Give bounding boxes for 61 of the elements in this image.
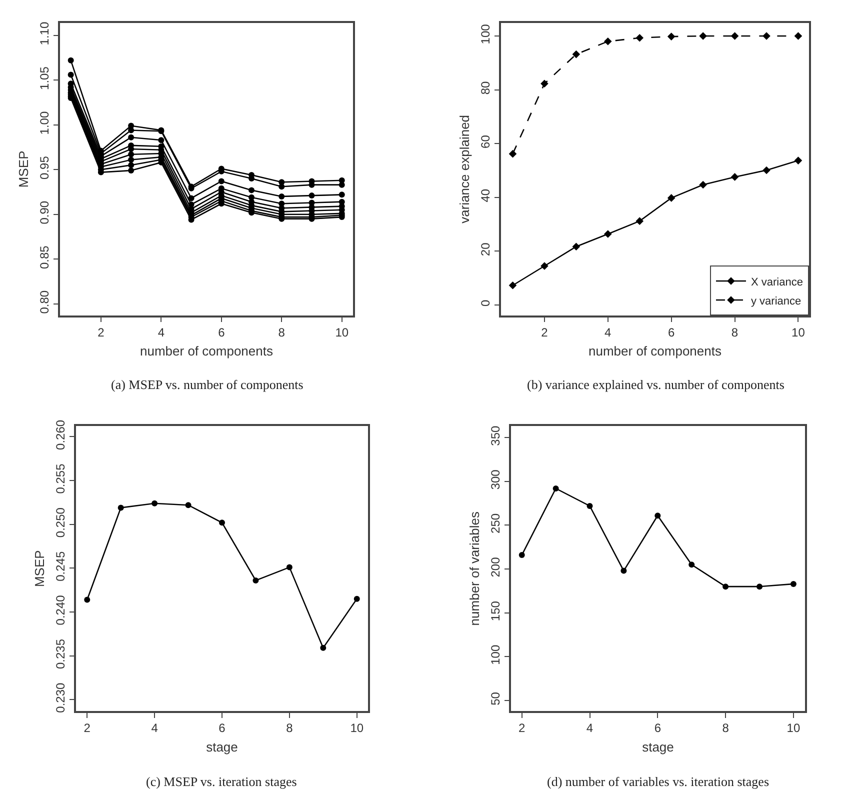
- y-tick-label: 80: [478, 81, 492, 95]
- x-tick-label: 10: [335, 326, 349, 340]
- y-tick-label: 300: [488, 469, 502, 490]
- y-tick-label: 1.10: [37, 22, 52, 46]
- x-tick-label: 8: [731, 326, 738, 340]
- text: (a) MSEP vs. number of components: [111, 377, 304, 392]
- x-tick-label: 4: [604, 326, 612, 340]
- x-tick-label: 4: [586, 721, 594, 736]
- y-tick-label: 100: [478, 24, 492, 44]
- y-axis-title: variance explained: [456, 114, 472, 224]
- x-axis-title: stage: [642, 739, 674, 754]
- y-tick-label: 100: [488, 644, 502, 665]
- y-tick-label: 200: [488, 556, 502, 578]
- y-tick-label: 20: [478, 242, 492, 256]
- x-tick-label: 4: [158, 326, 165, 340]
- y-tick-label: 0.90: [37, 200, 52, 224]
- y-tick-label: 0.230: [53, 682, 68, 713]
- y-tick-label: 0: [478, 300, 492, 307]
- y-tick-label: 0.245: [53, 551, 68, 582]
- x-tick-label: 6: [668, 326, 675, 340]
- x-tick-label: 10: [792, 326, 806, 340]
- y-tick-label: 0.80: [37, 290, 52, 314]
- y-tick-label: 0.95: [37, 156, 52, 180]
- y-tick-label: 0.255: [53, 463, 68, 494]
- y-tick-label: 150: [488, 600, 502, 622]
- x-axis-title: stage: [206, 739, 238, 754]
- y-tick-label: 50: [488, 692, 502, 706]
- y-axis-title: MSEP: [32, 550, 47, 588]
- x-tick-label: 10: [786, 721, 800, 736]
- y-tick-label: 1.00: [37, 111, 52, 135]
- y-tick-label: 1.05: [37, 66, 52, 90]
- y-tick-label: 350: [488, 425, 502, 446]
- x-tick-label: 6: [654, 721, 662, 736]
- y-axis-title: number of variables: [466, 511, 482, 626]
- x-tick-label: 2: [541, 326, 548, 340]
- text: (c) MSEP vs. iteration stages: [146, 774, 297, 789]
- x-tick-label: 2: [98, 326, 105, 340]
- x-tick-label: 10: [350, 721, 364, 736]
- x-axis-title: number of components: [588, 344, 722, 359]
- y-tick-label: 0.85: [37, 245, 52, 269]
- x-tick-label: 2: [84, 721, 91, 736]
- text: (b) variance explained vs. number of components: [527, 377, 784, 392]
- legend-label: y variance: [751, 295, 802, 308]
- text: (d) number of variables vs. iteration stages: [547, 774, 770, 789]
- y-tick-label: 0.260: [53, 420, 68, 450]
- x-axis-title: number of components: [140, 344, 274, 359]
- x-tick-label: 8: [278, 326, 286, 340]
- y-tick-label: 0.235: [53, 638, 68, 670]
- y-tick-label: 60: [478, 134, 492, 148]
- y-axis-title: MSEP: [16, 150, 31, 188]
- y-tick-label: 250: [488, 513, 502, 534]
- y-tick-label: 40: [478, 188, 492, 202]
- y-tick-label: 0.240: [53, 594, 68, 626]
- x-tick-label: 8: [722, 721, 730, 736]
- x-tick-label: 2: [518, 721, 526, 736]
- x-tick-label: 6: [218, 721, 226, 736]
- x-tick-label: 4: [151, 721, 158, 736]
- y-tick-label: 0.250: [53, 507, 68, 538]
- x-tick-label: 8: [286, 721, 294, 736]
- x-tick-label: 6: [218, 326, 226, 340]
- legend-label: X variance: [751, 276, 803, 288]
